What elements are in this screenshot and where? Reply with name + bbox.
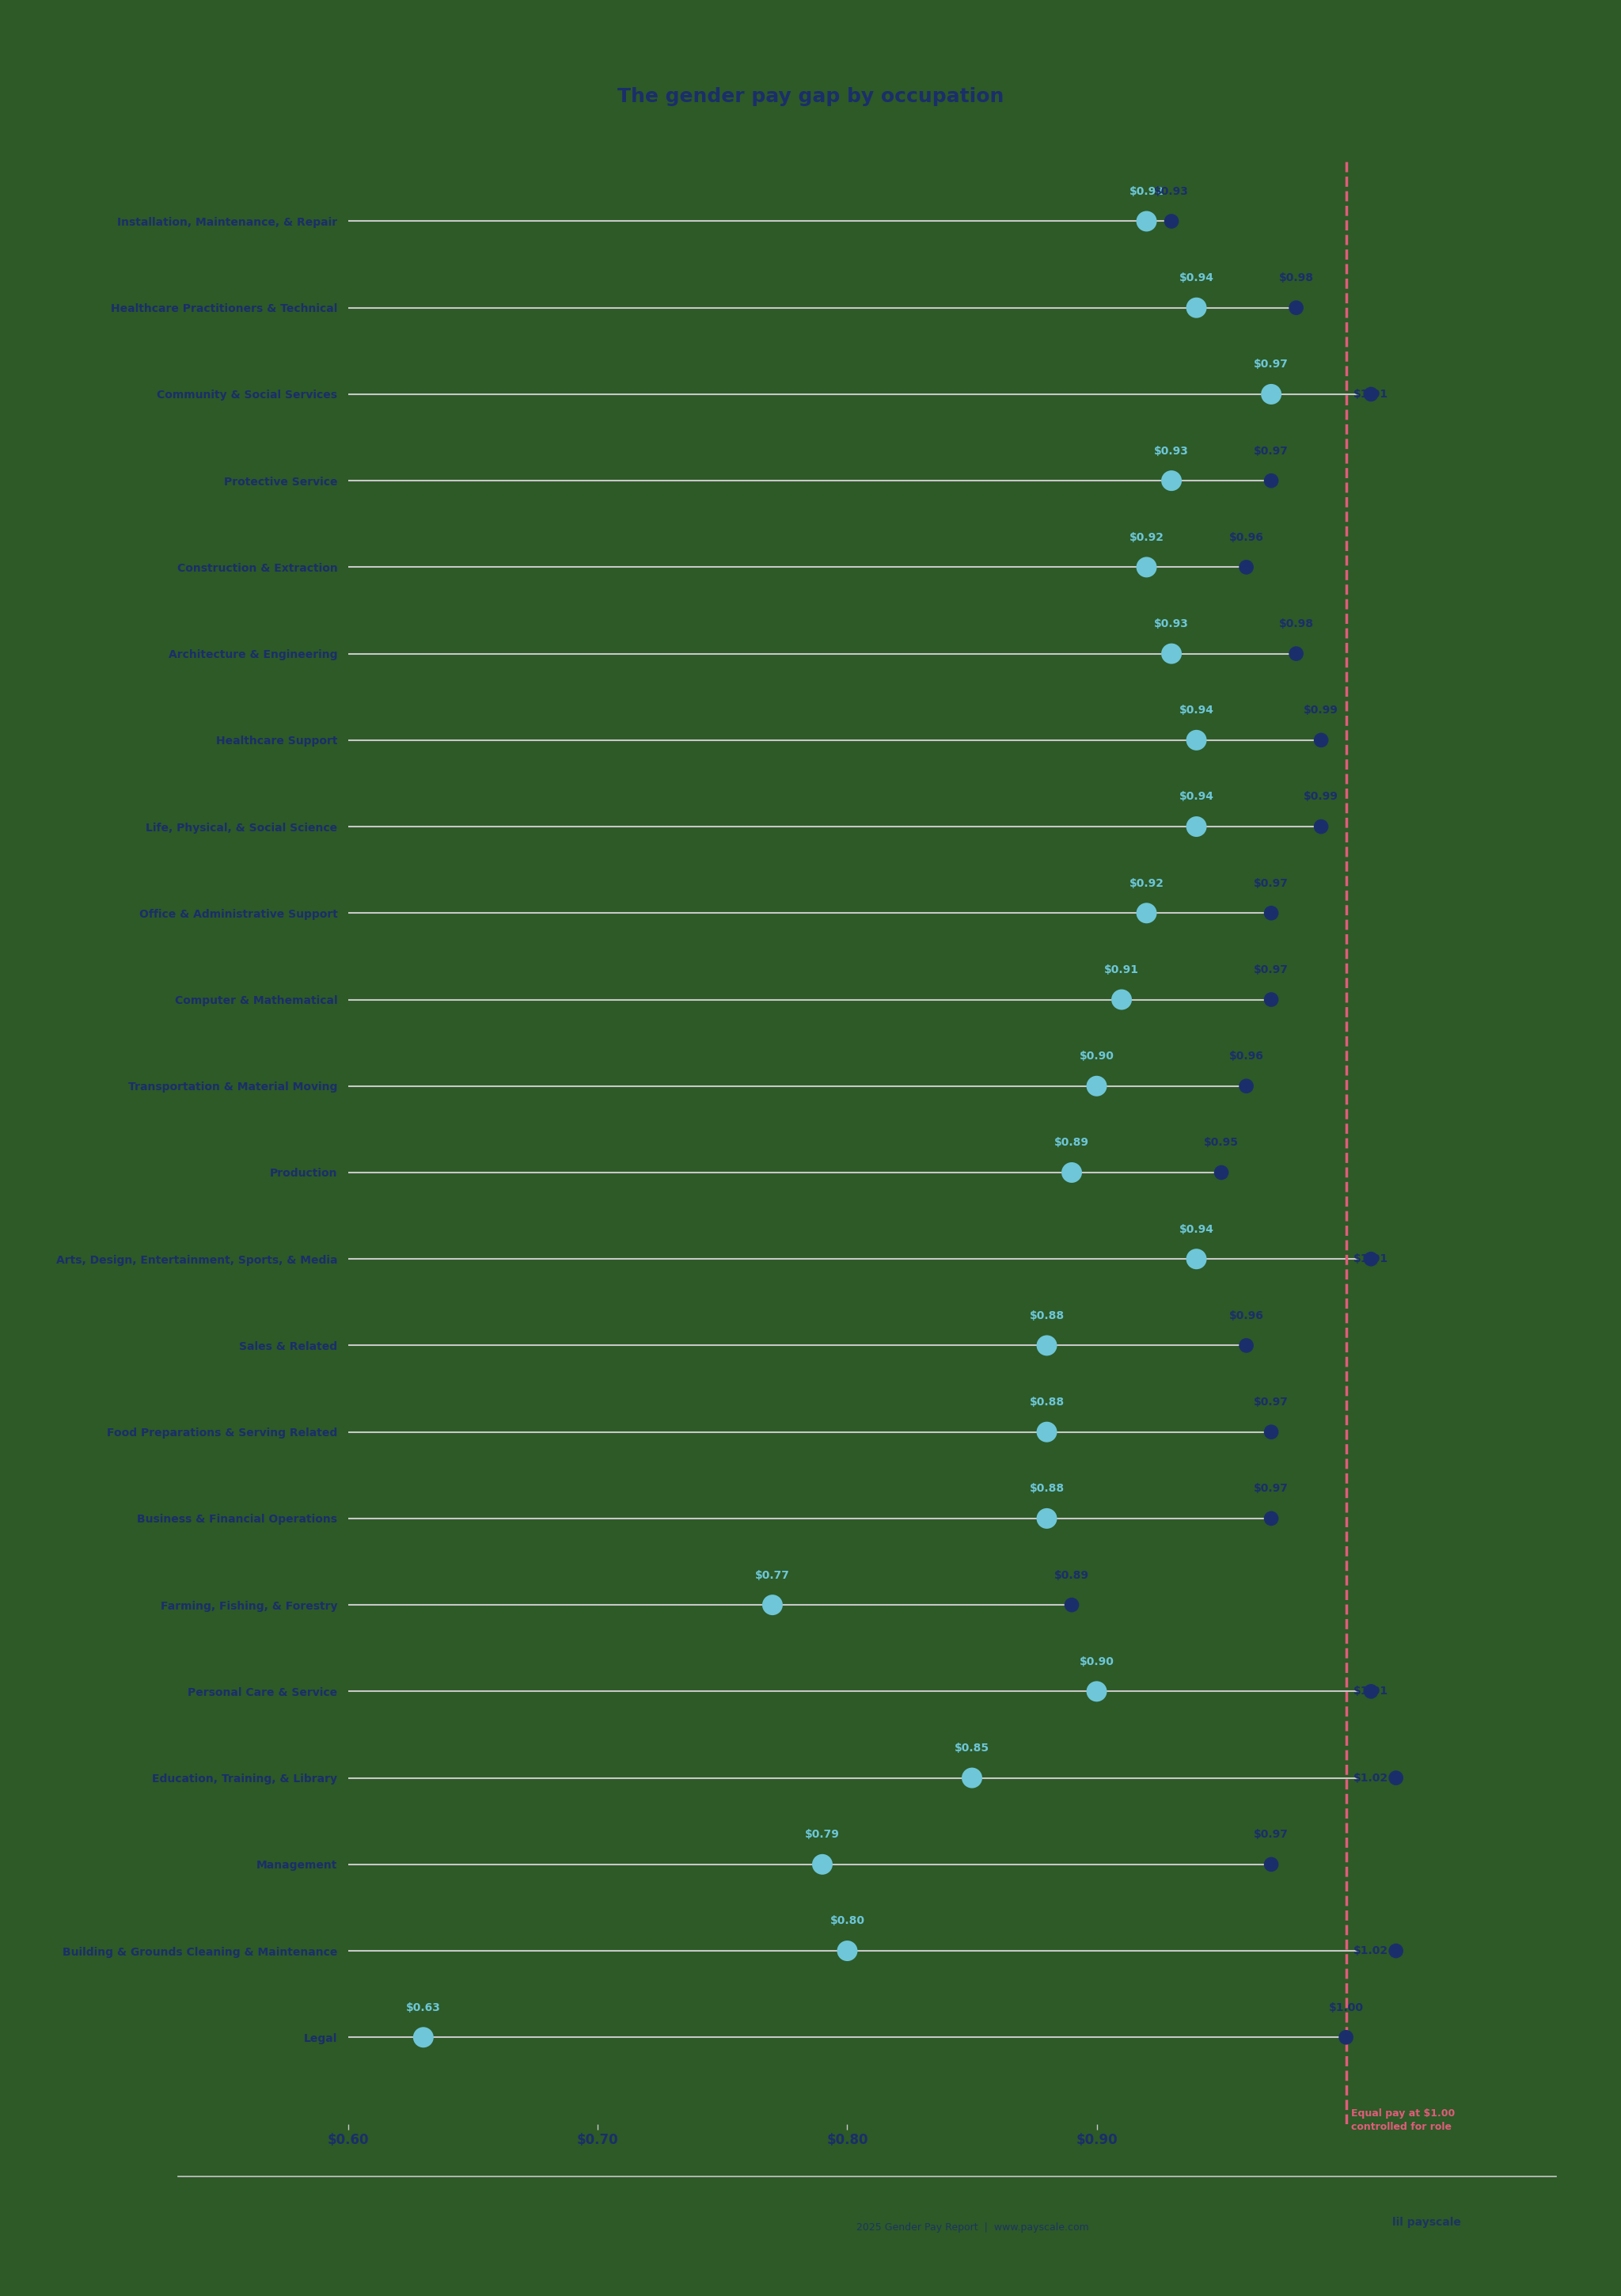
Text: $1.01: $1.01	[1354, 1685, 1389, 1697]
Text: 2025 Gender Pay Report  |  www.payscale.com: 2025 Gender Pay Report | www.payscale.co…	[856, 2223, 1089, 2232]
Point	[1258, 377, 1284, 413]
Text: $0.89: $0.89	[1054, 1137, 1089, 1148]
Point	[1258, 895, 1284, 932]
Point	[410, 2018, 436, 2055]
Point	[1332, 2018, 1358, 2055]
Point	[1284, 289, 1310, 326]
Point	[1183, 1240, 1209, 1277]
Point	[835, 1933, 861, 1970]
Text: $1.01: $1.01	[1354, 1254, 1389, 1265]
Point	[1109, 980, 1135, 1017]
Text: $0.91: $0.91	[1104, 964, 1140, 976]
Point	[1133, 895, 1159, 932]
Point	[1258, 980, 1284, 1017]
Text: $0.79: $0.79	[806, 1830, 840, 1839]
Text: $0.77: $0.77	[755, 1570, 789, 1580]
Point	[1234, 1068, 1260, 1104]
Text: $0.97: $0.97	[1255, 358, 1289, 370]
Point	[1383, 1759, 1409, 1795]
Text: $0.99: $0.99	[1303, 705, 1339, 716]
Point	[1034, 1414, 1060, 1451]
Point	[960, 1759, 986, 1795]
Point	[1159, 636, 1185, 673]
Text: $0.93: $0.93	[1154, 445, 1188, 457]
Text: $0.94: $0.94	[1178, 705, 1214, 716]
Text: $0.96: $0.96	[1229, 533, 1264, 542]
Text: $0.80: $0.80	[830, 1915, 864, 1926]
Text: $0.88: $0.88	[1029, 1311, 1065, 1320]
Text: $0.88: $0.88	[1029, 1483, 1065, 1495]
Point	[1084, 1674, 1110, 1711]
Text: $0.94: $0.94	[1178, 1224, 1214, 1235]
Text: $0.85: $0.85	[955, 1743, 989, 1754]
Point	[1234, 549, 1260, 585]
Text: $0.92: $0.92	[1130, 533, 1164, 542]
Text: $1.02: $1.02	[1354, 1945, 1389, 1956]
Point	[1308, 721, 1334, 758]
Point	[1059, 1155, 1084, 1192]
Text: $0.95: $0.95	[1204, 1137, 1238, 1148]
Text: $0.97: $0.97	[1255, 1396, 1289, 1407]
Text: The gender pay gap by occupation: The gender pay gap by occupation	[618, 87, 1003, 106]
Point	[1183, 721, 1209, 758]
Point	[760, 1587, 786, 1623]
Point	[1258, 461, 1284, 498]
Point	[1133, 202, 1159, 239]
Text: lil payscale: lil payscale	[1392, 2218, 1461, 2227]
Text: $0.96: $0.96	[1229, 1311, 1264, 1320]
Point	[1258, 1414, 1284, 1451]
Text: $0.96: $0.96	[1229, 1052, 1264, 1061]
Text: $0.63: $0.63	[405, 2002, 441, 2014]
Text: $0.93: $0.93	[1154, 186, 1188, 197]
Text: $0.98: $0.98	[1279, 273, 1313, 282]
Point	[1159, 202, 1185, 239]
Text: $1.01: $1.01	[1354, 388, 1389, 400]
Text: $0.92: $0.92	[1130, 877, 1164, 889]
Point	[1308, 808, 1334, 845]
Point	[1059, 1587, 1084, 1623]
Text: $0.88: $0.88	[1029, 1396, 1065, 1407]
Point	[1183, 808, 1209, 845]
Point	[1084, 1068, 1110, 1104]
Point	[1284, 636, 1310, 673]
Text: $0.93: $0.93	[1154, 618, 1188, 629]
Text: $0.94: $0.94	[1178, 792, 1214, 801]
Point	[1234, 1327, 1260, 1364]
Text: $0.94: $0.94	[1178, 273, 1214, 282]
Point	[1034, 1499, 1060, 1536]
Text: Equal pay at $1.00
controlled for role: Equal pay at $1.00 controlled for role	[1350, 2108, 1456, 2133]
Text: $0.90: $0.90	[1080, 1052, 1114, 1061]
Point	[1208, 1155, 1234, 1192]
Point	[809, 1846, 835, 1883]
Text: $1.00: $1.00	[1329, 2002, 1363, 2014]
Text: $0.97: $0.97	[1255, 1483, 1289, 1495]
Text: $0.97: $0.97	[1255, 1830, 1289, 1839]
Text: $0.89: $0.89	[1054, 1570, 1089, 1580]
Point	[1034, 1327, 1060, 1364]
Text: $1.02: $1.02	[1354, 1773, 1389, 1784]
Text: $0.99: $0.99	[1303, 792, 1339, 801]
Text: $0.92: $0.92	[1130, 186, 1164, 197]
Point	[1258, 1499, 1284, 1536]
Text: $0.98: $0.98	[1279, 618, 1313, 629]
Text: $0.90: $0.90	[1080, 1655, 1114, 1667]
Point	[1383, 1933, 1409, 1970]
Point	[1358, 377, 1384, 413]
Text: $0.97: $0.97	[1255, 877, 1289, 889]
Point	[1133, 549, 1159, 585]
Point	[1358, 1240, 1384, 1277]
Text: $0.97: $0.97	[1255, 964, 1289, 976]
Text: $0.97: $0.97	[1255, 445, 1289, 457]
Point	[1258, 1846, 1284, 1883]
Point	[1183, 289, 1209, 326]
Point	[1358, 1674, 1384, 1711]
Point	[1159, 461, 1185, 498]
